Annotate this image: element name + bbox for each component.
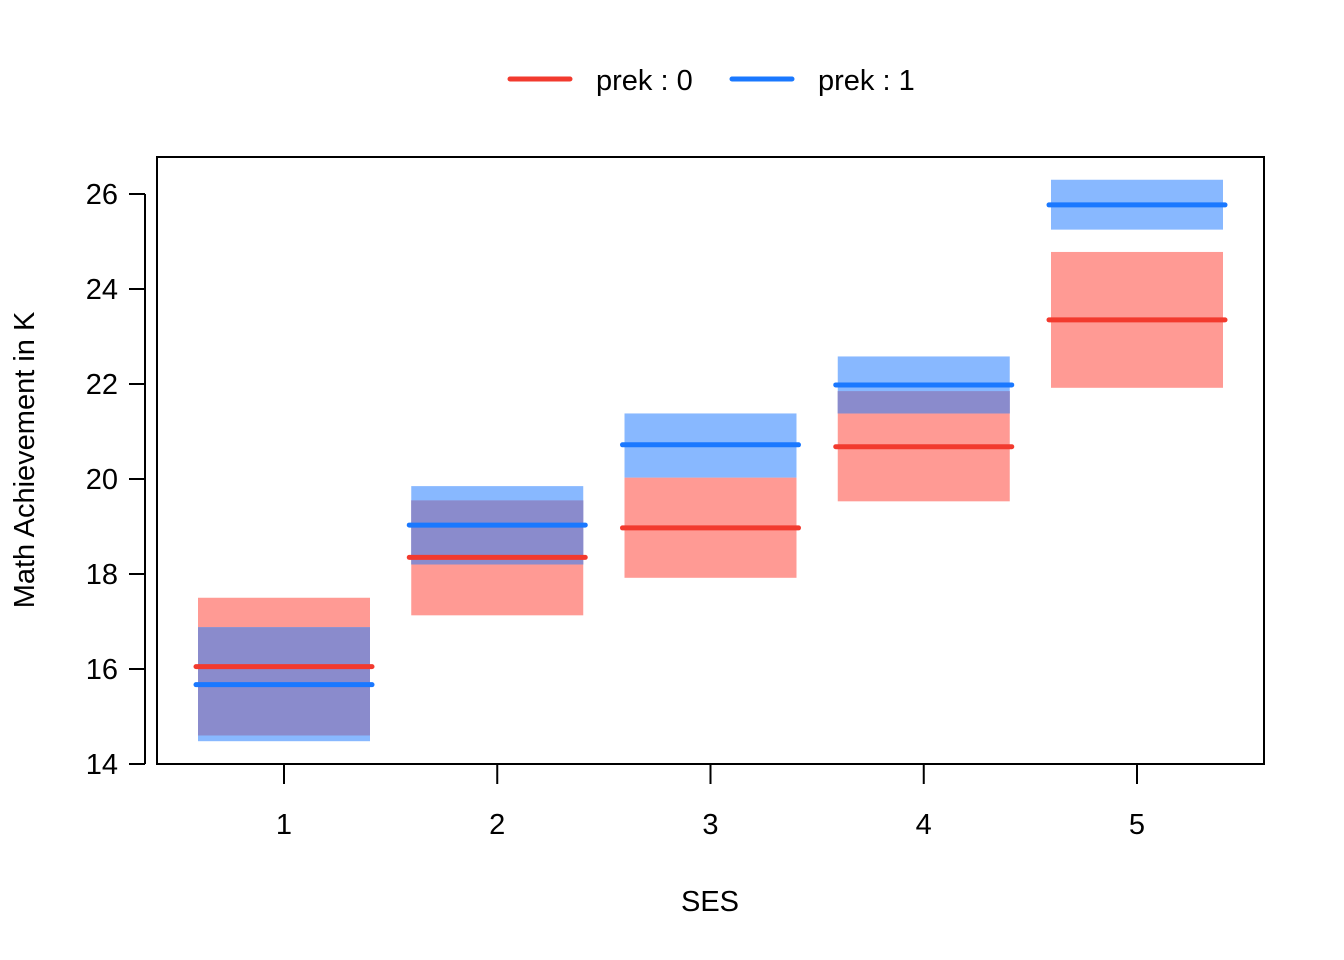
x-tick-label: 5 xyxy=(1129,809,1145,841)
y-axis: 14 16 18 20 22 24 26 xyxy=(86,179,146,781)
y-tick-label: 26 xyxy=(86,179,118,211)
legend: prek : 0 prek : 1 xyxy=(507,65,915,97)
x-tick-label: 1 xyxy=(276,809,292,841)
x-tick-label: 4 xyxy=(916,809,932,841)
x-tick-label: 3 xyxy=(702,809,718,841)
y-tick-label: 14 xyxy=(86,749,118,781)
y-tick-label: 24 xyxy=(86,274,118,306)
legend-label-prek-1: prek : 1 xyxy=(818,65,915,97)
interval-bands xyxy=(198,179,1223,742)
legend-label-prek-0: prek : 0 xyxy=(596,65,693,97)
y-tick-label: 22 xyxy=(86,369,118,401)
mean-lines xyxy=(193,202,1228,688)
ci-band-overlap xyxy=(198,627,370,736)
ci-band-overlap xyxy=(411,500,584,565)
y-tick-label: 18 xyxy=(86,559,118,591)
y-axis-title: Math Achievement in K xyxy=(9,311,41,608)
x-axis-title: SES xyxy=(681,886,739,918)
y-tick-label: 20 xyxy=(86,464,118,496)
x-tick-label: 2 xyxy=(489,809,505,841)
x-axis: 1 2 3 4 5 xyxy=(276,763,1145,841)
ci-band-overlap xyxy=(837,391,1010,414)
y-tick-label: 16 xyxy=(86,654,118,686)
